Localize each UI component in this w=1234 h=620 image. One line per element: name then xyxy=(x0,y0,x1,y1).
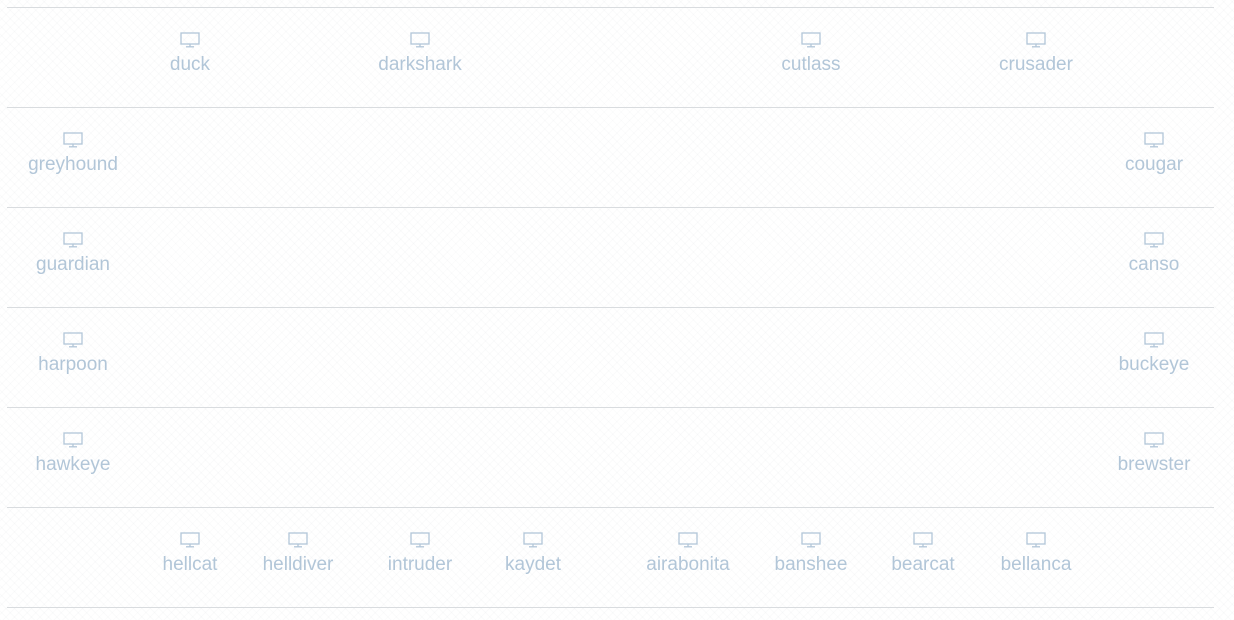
host-item-darkshark[interactable]: darkshark xyxy=(360,32,480,82)
host-label: buckeye xyxy=(1118,354,1190,375)
host-item-guardian[interactable]: guardian xyxy=(13,232,133,282)
host-item-bellanca[interactable]: bellanca xyxy=(976,532,1096,582)
row-divider xyxy=(7,207,1214,208)
host-label: cutlass xyxy=(781,54,841,75)
monitor-icon xyxy=(1026,32,1046,48)
monitor-icon xyxy=(801,32,821,48)
host-label: hellcat xyxy=(162,554,218,575)
host-item-cutlass[interactable]: cutlass xyxy=(751,32,871,82)
host-item-airabonita[interactable]: airabonita xyxy=(628,532,748,582)
row-divider xyxy=(7,507,1214,508)
host-item-buckeye[interactable]: buckeye xyxy=(1094,332,1214,382)
row-divider xyxy=(7,607,1214,608)
monitor-icon xyxy=(63,432,83,448)
host-item-brewster[interactable]: brewster xyxy=(1094,432,1214,482)
host-label: guardian xyxy=(36,254,110,275)
host-label: hawkeye xyxy=(35,454,111,475)
host-item-crusader[interactable]: crusader xyxy=(976,32,1096,82)
monitor-icon xyxy=(523,532,543,548)
host-label: helldiver xyxy=(262,554,334,575)
monitor-icon xyxy=(1144,332,1164,348)
host-label: intruder xyxy=(387,554,453,575)
host-label: crusader xyxy=(999,54,1073,75)
monitor-icon xyxy=(1026,532,1046,548)
host-item-canso[interactable]: canso xyxy=(1094,232,1214,282)
monitor-icon xyxy=(410,532,430,548)
row-divider xyxy=(7,7,1214,8)
host-label: duck xyxy=(169,54,211,75)
host-item-kaydet[interactable]: kaydet xyxy=(473,532,593,582)
row-divider xyxy=(7,307,1214,308)
monitor-icon xyxy=(63,132,83,148)
host-item-intruder[interactable]: intruder xyxy=(360,532,480,582)
host-item-duck[interactable]: duck xyxy=(130,32,250,82)
host-item-hawkeye[interactable]: hawkeye xyxy=(13,432,133,482)
host-item-greyhound[interactable]: greyhound xyxy=(13,132,133,182)
host-item-banshee[interactable]: banshee xyxy=(751,532,871,582)
monitor-icon xyxy=(410,32,430,48)
monitor-icon xyxy=(801,532,821,548)
monitor-icon xyxy=(678,532,698,548)
host-item-cougar[interactable]: cougar xyxy=(1094,132,1214,182)
host-item-hellcat[interactable]: hellcat xyxy=(130,532,250,582)
host-label: cougar xyxy=(1124,154,1184,175)
monitor-icon xyxy=(288,532,308,548)
host-label: brewster xyxy=(1117,454,1191,475)
monitor-icon xyxy=(180,32,200,48)
row-divider xyxy=(7,107,1214,108)
host-item-harpoon[interactable]: harpoon xyxy=(13,332,133,382)
row-divider xyxy=(7,407,1214,408)
host-label: banshee xyxy=(774,554,848,575)
monitor-icon xyxy=(1144,232,1164,248)
monitor-icon xyxy=(63,232,83,248)
monitor-icon xyxy=(913,532,933,548)
monitor-icon xyxy=(1144,432,1164,448)
host-label: greyhound xyxy=(28,154,118,175)
monitor-icon xyxy=(63,332,83,348)
host-label: bearcat xyxy=(891,554,955,575)
host-label: bellanca xyxy=(1000,554,1072,575)
host-item-bearcat[interactable]: bearcat xyxy=(863,532,983,582)
host-label: canso xyxy=(1128,254,1180,275)
host-label: airabonita xyxy=(646,554,730,575)
monitor-icon xyxy=(1144,132,1164,148)
host-item-helldiver[interactable]: helldiver xyxy=(238,532,358,582)
host-label: harpoon xyxy=(38,354,108,375)
host-label: kaydet xyxy=(505,554,561,575)
monitor-icon xyxy=(180,532,200,548)
host-label: darkshark xyxy=(378,54,462,75)
